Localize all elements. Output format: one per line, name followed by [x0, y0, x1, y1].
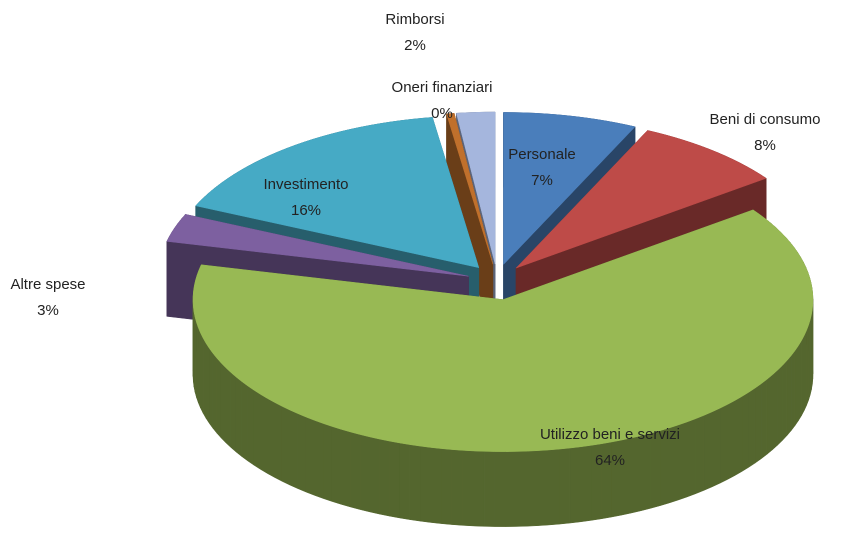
slice-side [754, 383, 762, 464]
slice-top [515, 130, 767, 269]
slice-side [631, 435, 642, 514]
slice-label: Beni di consumo [710, 111, 821, 128]
slice-side [441, 448, 453, 525]
slice-label: Utilizzo beni e servizi [540, 426, 680, 443]
slice [192, 209, 814, 527]
slice-side [241, 381, 249, 462]
slice-side [806, 325, 809, 406]
slice-side [727, 400, 736, 480]
slice-side [359, 434, 371, 513]
slice-side [200, 332, 204, 414]
slice-side [782, 359, 788, 442]
slice-side [801, 335, 805, 416]
slice-top [166, 214, 469, 277]
slice-side [289, 409, 299, 490]
slice-side [462, 450, 474, 527]
slice-side [253, 389, 261, 470]
slice-side [341, 429, 351, 508]
slice-side [516, 450, 528, 527]
slice-side [297, 413, 307, 493]
slice-side [772, 369, 778, 451]
slice-side [686, 418, 696, 498]
slice-side [621, 437, 632, 516]
slice-side [305, 416, 315, 496]
slice-side [420, 445, 432, 523]
slice-side [741, 391, 749, 473]
slice-side [267, 398, 276, 478]
slice-label: Rimborsi [385, 11, 444, 28]
slice-side [748, 387, 756, 468]
slice-side [274, 402, 283, 482]
slice [446, 113, 494, 340]
slice-side [640, 432, 651, 512]
slice-side [798, 339, 802, 422]
slice-value-label: 3% [37, 302, 59, 319]
slice-side [711, 407, 721, 488]
slice-side [803, 330, 807, 411]
slice-side [760, 378, 768, 460]
slice-side [202, 337, 207, 420]
slice-top [456, 111, 496, 265]
slice-side [537, 449, 549, 526]
slice-side [323, 423, 333, 502]
slice-side [719, 404, 728, 484]
slice-value-label: 7% [531, 172, 553, 189]
slice-top [503, 112, 636, 266]
slice-side [216, 357, 222, 439]
slice-side [473, 450, 485, 527]
slice-side [220, 362, 227, 444]
slice-side [209, 347, 214, 430]
slice-side [703, 411, 713, 491]
slice-label: Oneri finanziari [392, 79, 493, 96]
slice-side [695, 415, 705, 495]
slice-side [569, 446, 581, 524]
slice-side [225, 367, 232, 449]
slice-side [235, 376, 243, 458]
slice-side [766, 374, 773, 455]
slice-top [192, 209, 814, 452]
slice-top [195, 117, 480, 269]
slice-side [205, 342, 210, 425]
slice-label: Investimento [263, 176, 348, 193]
slice-side [790, 350, 796, 432]
slice-side [350, 431, 361, 510]
slice-top [446, 113, 494, 265]
slice-side [483, 451, 496, 527]
slice-value-label: 8% [754, 137, 776, 154]
slice-value-label: 0% [431, 105, 453, 122]
slice-side [409, 444, 421, 522]
slice-side [494, 451, 506, 527]
slice-side [212, 352, 218, 434]
slice-side [559, 447, 571, 525]
slice-side [399, 442, 411, 520]
slice-side [331, 426, 342, 505]
slice-side [451, 449, 463, 526]
slice-side [786, 355, 792, 437]
slice-side [389, 440, 400, 519]
slice-side [430, 447, 442, 524]
slice-side [314, 420, 324, 499]
slice-value-label: 16% [291, 202, 321, 219]
slice-side [369, 436, 380, 515]
slice-side [281, 405, 291, 486]
slice-label: Personale [508, 146, 576, 163]
slice-side [548, 448, 560, 526]
slice-value-label: 2% [404, 37, 426, 54]
slice-label: Altre spese [10, 276, 85, 293]
slice-side [260, 394, 268, 475]
slice-side [230, 371, 237, 453]
slice-side [247, 385, 255, 466]
slice-value-label: 64% [595, 452, 625, 469]
slice-side [198, 327, 201, 409]
slice-side [505, 451, 517, 527]
slice-side [734, 396, 743, 477]
slice-side [379, 438, 390, 517]
slice-side [526, 450, 539, 527]
slice-side [196, 322, 199, 403]
slice-side [777, 364, 783, 446]
slice-side [580, 445, 592, 523]
slice-side [794, 344, 799, 427]
